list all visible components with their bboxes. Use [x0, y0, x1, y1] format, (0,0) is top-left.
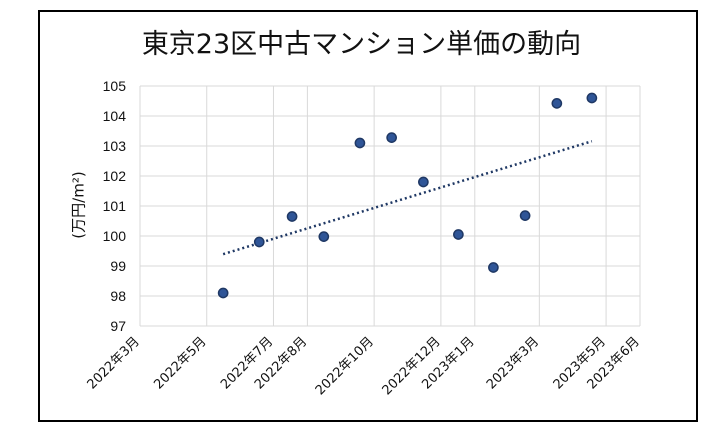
- data-point: [217, 287, 229, 299]
- y-tick-label: 104: [103, 108, 127, 124]
- data-point: [453, 229, 464, 240]
- trendline-layer: [222, 140, 593, 256]
- gridlines: [139, 85, 641, 327]
- x-tick-label: 2022年5月: [151, 334, 209, 392]
- data-point: [488, 262, 499, 273]
- data-point: [354, 137, 366, 149]
- y-tick-label: 102: [103, 168, 127, 184]
- data-point: [386, 132, 397, 143]
- data-point: [519, 210, 531, 221]
- y-tick-label: 105: [103, 78, 127, 94]
- y-tick-labels: 97 98 99 100 101 102 103 104 105: [103, 78, 127, 334]
- x-tick-label: 2023年3月: [484, 334, 542, 392]
- data-point: [318, 231, 330, 242]
- data-point: [551, 98, 563, 109]
- y-tick-label: 98: [110, 288, 126, 304]
- y-tick-label: 100: [103, 228, 127, 244]
- data-point: [418, 176, 429, 188]
- trendline: [222, 140, 593, 256]
- data-points: [217, 92, 598, 299]
- y-tick-label: 99: [110, 258, 126, 274]
- x-tick-label: 2022年3月: [85, 334, 143, 392]
- y-tick-label: 101: [103, 198, 127, 214]
- data-point: [286, 211, 298, 222]
- chart-title: 東京23区中古マンション単価の動向: [141, 29, 582, 60]
- data-point: [253, 236, 265, 248]
- y-tick-label: 103: [103, 138, 127, 154]
- data-point: [586, 92, 598, 104]
- y-tick-label: 97: [110, 318, 126, 334]
- x-tick-label: 2022年10月: [313, 334, 377, 398]
- chart-frame: [38, 10, 698, 422]
